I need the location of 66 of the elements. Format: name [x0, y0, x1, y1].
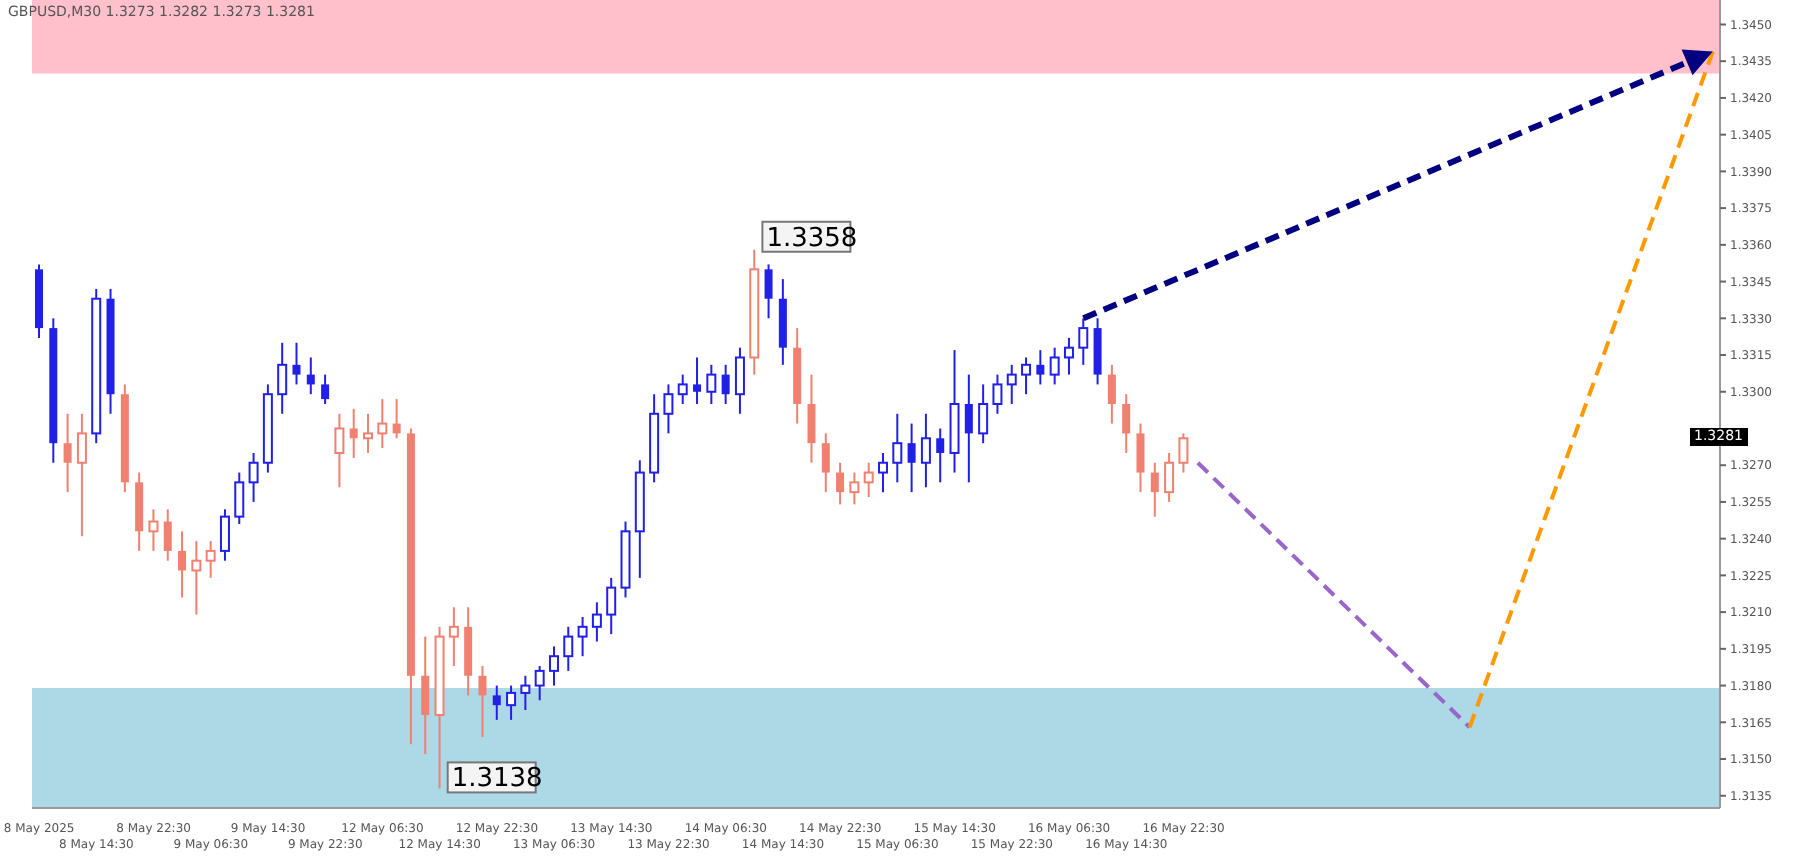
candlestick [76, 412, 87, 538]
candlestick [392, 398, 401, 440]
candlestick [421, 635, 430, 756]
candlestick [1164, 451, 1175, 503]
candlestick [836, 461, 845, 506]
candlestick [478, 664, 487, 738]
candlestick [292, 341, 301, 386]
candlestick [706, 363, 717, 405]
candlestick [978, 383, 989, 445]
candlestick [878, 451, 888, 494]
candlestick [1036, 349, 1045, 386]
candlestick [907, 422, 916, 494]
candlestick [349, 407, 358, 459]
candlestick [377, 398, 388, 450]
candlestick [1078, 317, 1089, 366]
candlestick [534, 664, 545, 702]
candlestick [807, 373, 816, 464]
candlestick [606, 576, 617, 636]
candlestick [920, 412, 931, 489]
candlestick [591, 601, 602, 643]
candlestick [992, 373, 1003, 415]
candlestick [506, 684, 517, 721]
candlestick [219, 508, 230, 562]
candlestick [448, 606, 459, 667]
candlestick [234, 471, 245, 525]
candlestick [1049, 346, 1060, 386]
candlestick [563, 625, 574, 672]
candlestick [63, 412, 72, 494]
candlestick [1122, 393, 1131, 454]
candlestick [1178, 432, 1189, 474]
candlestick [964, 373, 973, 484]
candlestick [577, 616, 588, 658]
candlestick [334, 412, 345, 489]
candlestick [277, 341, 288, 415]
candlestick [1136, 422, 1145, 494]
candlestick [148, 508, 159, 552]
candlestick [677, 373, 688, 405]
candlestick [1150, 461, 1159, 518]
candlestick [520, 674, 531, 712]
candlestick [306, 356, 315, 396]
candlestick [492, 684, 501, 721]
candlestick [849, 471, 860, 506]
candlestick [248, 451, 259, 503]
candlestick [1006, 363, 1017, 405]
candlestick [178, 530, 187, 599]
candlestick [693, 356, 702, 405]
candlestick [764, 263, 773, 320]
candlestick [205, 540, 216, 579]
candlestick [363, 412, 374, 454]
candlestick [163, 508, 172, 562]
candlestick [663, 383, 674, 435]
candlestick [734, 346, 745, 415]
candlestick [1093, 317, 1102, 386]
candlestick [821, 432, 830, 494]
annotation: 1.3358 [766, 223, 858, 254]
candlestick [721, 363, 730, 405]
candlestick [548, 645, 559, 687]
candlestick [863, 461, 874, 499]
candlestick [321, 373, 330, 405]
candlestick [936, 427, 945, 484]
annotation: 1.3138 [451, 764, 543, 795]
candlestick [191, 540, 202, 616]
candlestick [1021, 356, 1032, 396]
candlestick [892, 412, 903, 484]
candlestick [1107, 363, 1116, 425]
candlestick [1063, 336, 1074, 376]
